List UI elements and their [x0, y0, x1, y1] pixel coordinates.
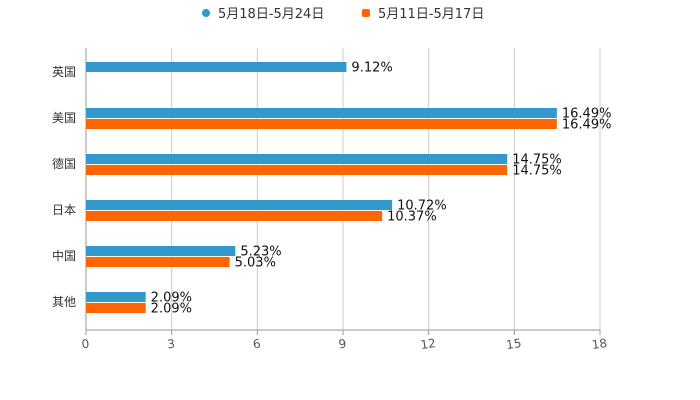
data-label-s2-6: 2.09%	[151, 302, 192, 317]
data-label-s1-2: 16.49%	[562, 107, 612, 122]
legend-marker-2	[362, 9, 370, 17]
tick-label-3: 3	[166, 337, 176, 352]
tick-label-12: 12	[420, 336, 437, 352]
bar-s2-4	[86, 211, 383, 221]
tick-label-15: 15	[505, 336, 522, 352]
tick-label-18: 18	[591, 336, 608, 352]
bar-s1-2	[86, 108, 557, 118]
legend-label-2: 5月11日-5月17日	[378, 7, 484, 22]
bar-s1-1	[86, 62, 347, 72]
bar-s2-6	[86, 303, 146, 313]
tick-label-6: 6	[252, 337, 262, 352]
data-label-s1-1: 9.12%	[351, 61, 392, 76]
legend-label-1: 5月18日-5月24日	[218, 7, 324, 22]
data-label-s2-4: 10.37%	[387, 210, 437, 225]
category-label-5: 中国	[52, 248, 76, 263]
data-label-s2-2: 16.49%	[562, 118, 612, 133]
bars	[86, 62, 557, 313]
data-label-s2-3: 14.75%	[512, 164, 562, 179]
legend: 5月18日-5月24日 5月11日-5月17日	[202, 7, 484, 22]
grid-lines	[85, 48, 601, 331]
bar-s1-6	[86, 292, 146, 302]
tick-label-0: 0	[81, 337, 91, 352]
data-label-s1-6: 2.09%	[151, 291, 192, 306]
data-label-s2-5: 5.03%	[235, 256, 276, 271]
bar-s1-3	[86, 154, 508, 164]
data-label-s1-4: 10.72%	[397, 199, 447, 214]
bar-s2-2	[86, 119, 557, 129]
category-label-4: 日本	[52, 203, 76, 217]
category-label-1: 英国	[52, 65, 76, 79]
data-label-s1-3: 14.75%	[512, 153, 562, 168]
category-label-3: 德国	[52, 156, 76, 171]
data-labels: 9.12% 16.49%16.49% 14.75%14.75% 10.72%10.37…	[151, 61, 612, 317]
tick-label-9: 9	[338, 337, 348, 352]
bar-s2-5	[86, 257, 230, 267]
bar-s1-4	[86, 200, 393, 210]
data-label-s1-5: 5.23%	[240, 245, 281, 260]
bar-s2-3	[86, 165, 508, 175]
legend-marker-1	[202, 9, 210, 17]
bar-s1-5	[86, 246, 236, 256]
x-axis-ticks: 0 3 6 9 12 15 18	[81, 330, 608, 352]
category-label-2: 美国	[52, 111, 76, 125]
category-label-6: 其他	[52, 295, 76, 309]
